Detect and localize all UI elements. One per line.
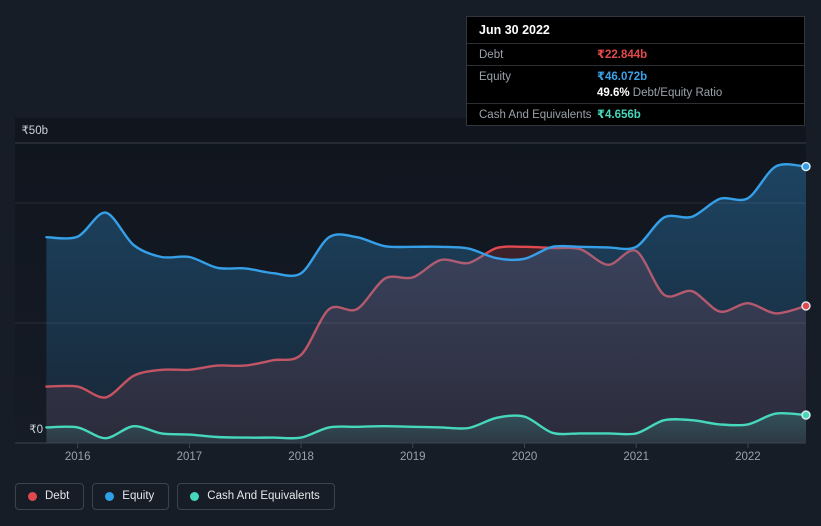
y-axis-label-zero: ₹0 [29,424,43,436]
chart-legend: Debt Equity Cash And Equivalents [15,483,335,510]
debt-endpoint-marker [801,301,811,311]
tooltip-row-ratio: 49.6% Debt/Equity Ratio [467,87,804,103]
equity-series-dot-icon [105,492,115,501]
x-tick-label-2016: 2016 [65,451,91,463]
equity-area [46,164,806,443]
tooltip-debt-label: Debt [479,49,504,61]
legend-cash-label: Cash And Equivalents [207,490,320,502]
y-axis-label-top: ₹50b [21,125,48,137]
tooltip-ratio-label: Debt/Equity Ratio [629,87,723,99]
chart-tooltip: Jun 30 2022 Debt ₹22.844b Equity ₹46.072… [466,16,805,126]
legend-item-cash[interactable]: Cash And Equivalents [177,483,335,510]
legend-item-equity[interactable]: Equity [92,483,170,510]
legend-item-debt[interactable]: Debt [15,483,85,510]
x-tick-label-2018: 2018 [288,451,314,463]
cash-line [45,412,808,440]
x-tick-label-2019: 2019 [400,451,426,463]
x-tick-label-2022: 2022 [735,451,761,463]
tooltip-cash-value: ₹4.656b [597,109,641,121]
tooltip-row-debt: Debt ₹22.844b [467,43,804,65]
tooltip-debt-value: ₹22.844b [597,49,648,61]
tooltip-row-equity: Equity ₹46.072b [467,65,804,87]
x-tick-label-2021: 2021 [623,451,649,463]
debt-series-dot-icon [28,492,37,501]
tooltip-date: Jun 30 2022 [479,23,550,37]
legend-equity-label: Equity [122,490,155,502]
legend-debt-label: Debt [45,490,70,502]
tooltip-row-cash: Cash And Equivalents ₹4.656b [467,103,804,125]
tooltip-cash-label: Cash And Equivalents [479,109,592,121]
cash-endpoint-marker [801,410,811,420]
equity-line [45,163,808,277]
tooltip-equity-value: ₹46.072b [597,71,648,83]
tooltip-equity-label: Equity [479,71,511,83]
cash-series-dot-icon [190,492,200,501]
tooltip-ratio-value: 49.6% [597,87,630,99]
equity-endpoint-marker [801,161,811,172]
x-tick-label-2020: 2020 [512,451,538,463]
x-tick-label-2017: 2017 [177,451,203,463]
